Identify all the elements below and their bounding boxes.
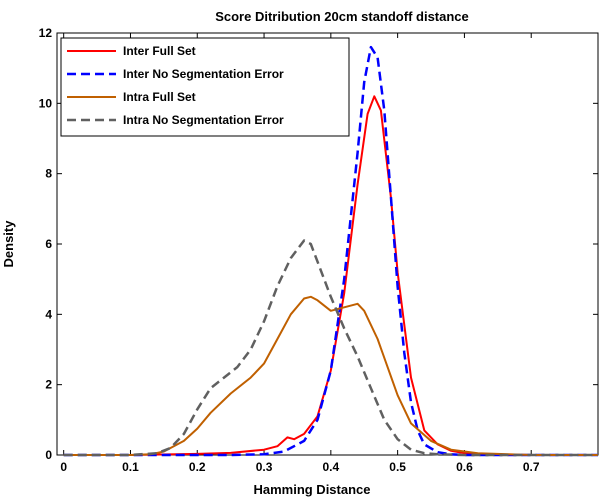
series-line-4 [63,239,598,457]
y-tick-label: 6 [45,237,52,251]
y-tick-label: 4 [45,307,52,321]
x-tick-label: 0.7 [523,460,540,474]
legend-label-1: Inter Full Set [123,44,196,58]
y-tick-label: 8 [45,167,52,181]
x-axis-label: Hamming Distance [253,482,370,497]
series-line-2 [63,45,598,457]
legend: Inter Full Set Inter No Segmentation Erro… [60,37,350,137]
legend-label-2: Inter No Segmentation Error [123,67,284,81]
y-tick-label: 2 [45,378,52,392]
legend-label-4: Intra No Segmentation Error [123,113,284,127]
x-tick-label: 0.5 [389,460,406,474]
x-tick-label: 0.4 [322,460,339,474]
x-tick-label: 0.1 [122,460,139,474]
legend-label-3: Intra Full Set [123,90,196,104]
y-axis-label: Density [1,220,16,268]
y-tick-label: 0 [45,448,52,462]
x-tick-label: 0 [60,460,67,474]
y-tick-label: 10 [39,96,53,110]
y-tick-label: 12 [39,26,53,40]
x-tick-label: 0.2 [189,460,206,474]
x-tick-label: 0.6 [456,460,473,474]
x-tick-label: 0.3 [256,460,273,474]
series-line-3 [63,295,598,456]
chart-title: Score Ditribution 20cm standoff distance [215,9,469,24]
